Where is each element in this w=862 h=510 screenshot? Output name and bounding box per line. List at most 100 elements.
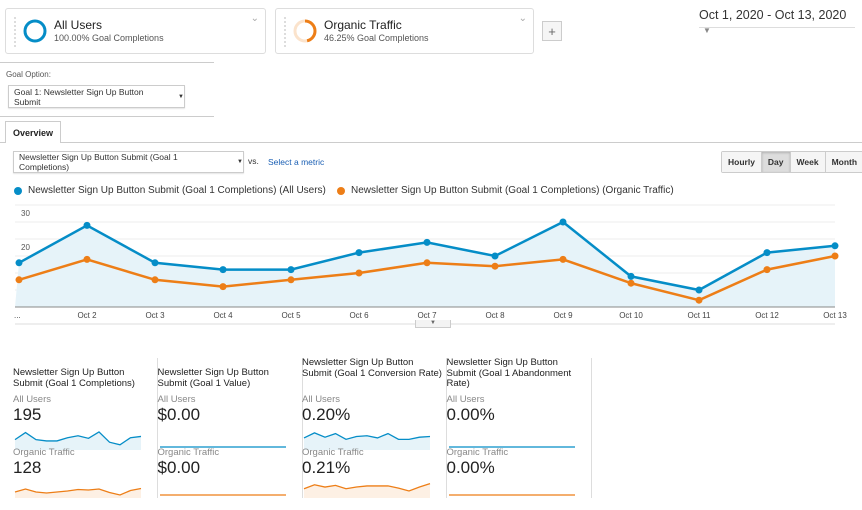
x-tick-label: Oct 8 [485,311,505,320]
day-button[interactable]: Day [761,152,791,172]
add-segment-button[interactable]: + [542,21,562,41]
data-point [355,249,363,257]
goal-option-select[interactable]: Goal 1: Newsletter Sign Up Button Submit… [8,85,185,108]
data-point [763,266,771,274]
data-point [559,218,567,226]
data-point [219,266,227,274]
tab-overview[interactable]: Overview [5,121,61,143]
tab-bar-border [0,142,862,143]
data-point [831,242,839,250]
scorecard-title: Newsletter Sign Up Button Submit (Goal 1… [157,367,269,389]
legend-item-all-users[interactable]: Newsletter Sign Up Button Submit (Goal 1… [14,185,326,196]
segment-label: All Users [446,394,485,405]
sparkline-area [15,488,141,498]
divider [0,62,214,63]
data-point [15,259,23,267]
data-point [627,279,635,287]
x-tick-label: Oct 2 [77,311,97,320]
data-point [559,255,567,263]
metric-value: 0.20% [302,405,351,424]
sparkline-line [14,431,142,446]
segment-subtitle: 46.25% Goal Completions [324,33,429,43]
y-tick-label: 20 [21,243,30,252]
legend-item-organic-traffic[interactable]: Newsletter Sign Up Button Submit (Goal 1… [337,185,674,196]
sparkline-all-users [303,432,431,450]
data-point [627,272,635,280]
x-tick-label: Oct 11 [688,311,712,320]
data-point [287,266,295,274]
scorecard[interactable]: Newsletter Sign Up Button Submit (Goal 1… [302,357,447,498]
hourly-button[interactable]: Hourly [722,152,762,172]
data-point [695,296,703,304]
segment-card-organic-traffic[interactable]: Organic Traffic 46.25% Goal Completions … [275,8,534,54]
metric-value: $0.00 [157,405,201,424]
data-point [219,283,227,291]
donut-icon [23,19,47,43]
sparkline-area [304,432,430,450]
x-tick-label: Oct 5 [281,311,301,320]
sparkline-organic-traffic [303,483,431,498]
select-metric-link[interactable]: Select a metric [268,157,325,167]
data-point [83,255,91,263]
x-tick-label: Oct 10 [619,311,643,320]
data-point [151,259,159,267]
sparkline-area [304,483,430,498]
sparkline-area [15,431,141,450]
metric-value: 128 [13,458,42,477]
scorecard-title: Newsletter Sign Up Button Submit (Goal 1… [302,357,442,379]
drag-handle[interactable] [284,17,287,47]
x-tick-label: ... [14,311,21,320]
data-point [355,269,363,277]
scorecard-title: Newsletter Sign Up Button Submit (Goal 1… [446,357,572,389]
segment-name: All Users [54,18,103,32]
x-tick-label: Oct 7 [417,311,437,320]
metric-value: 0.00% [446,405,495,424]
sparkline-organic-traffic [448,494,575,496]
sparkline-line [303,483,431,492]
caret-down-icon: ▼ [703,26,711,35]
segment-label: All Users [13,394,52,405]
metric-select[interactable]: Newsletter Sign Up Button Submit (Goal 1… [13,151,244,173]
data-point [763,249,771,257]
segment-label: All Users [302,394,341,405]
granularity-toggle: Hourly Day Week Month [721,151,862,173]
x-tick-label: Oct 9 [553,311,573,320]
scorecard[interactable]: Newsletter Sign Up Button Submit (Goal 1… [158,358,303,498]
chevron-down-icon[interactable]: ⌄ [518,13,527,24]
scorecard-title: Newsletter Sign Up Button Submit (Goal 1… [13,367,135,389]
chevron-down-icon[interactable]: ⌄ [250,13,259,24]
data-point [491,252,499,260]
data-point [15,276,23,284]
drag-handle[interactable] [14,17,17,47]
sparkline-all-users [14,431,142,450]
scorecard[interactable]: Newsletter Sign Up Button Submit (Goal 1… [446,357,592,498]
data-point [423,259,431,267]
x-tick-label: Oct 13 [823,311,847,320]
sparkline-all-users [159,446,286,448]
x-tick-label: Oct 4 [213,311,233,320]
segment-label: Organic Traffic [302,447,364,458]
metric-value: $0.00 [157,458,201,477]
legend-label: Newsletter Sign Up Button Submit (Goal 1… [351,185,674,196]
data-point [491,262,499,270]
sparkline-all-users [448,446,575,448]
data-point [695,286,703,294]
date-range-picker[interactable]: Oct 1, 2020 - Oct 13, 2020 ▼ [699,8,855,35]
chart-expand-handle[interactable]: ▼ [415,320,451,328]
data-point [831,252,839,260]
sparkline-line [14,487,142,496]
segment-label: All Users [157,394,196,405]
week-button[interactable]: Week [790,152,826,172]
scorecard[interactable]: Newsletter Sign Up Button Submit (Goal 1… [13,358,158,498]
metric-value: 195 [13,405,42,424]
segment-label: Organic Traffic [446,447,509,458]
segment-name: Organic Traffic [324,18,402,32]
data-point [423,238,431,246]
month-button[interactable]: Month [825,152,862,172]
segment-card-all-users[interactable]: All Users 100.00% Goal Completions ⌄ [5,8,266,54]
segment-subtitle: 100.00% Goal Completions [54,33,164,43]
sparkline-organic-traffic [159,494,286,496]
date-range: Oct 1, 2020 - Oct 13, 2020 [699,8,847,22]
x-tick-label: Oct 12 [755,311,779,320]
